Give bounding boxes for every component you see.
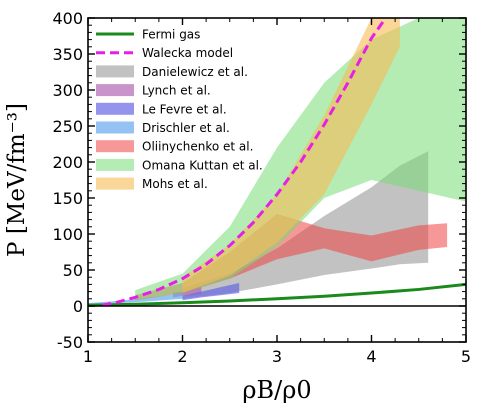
legend-label: Oliinychenko et al. bbox=[142, 140, 253, 154]
x-tick-label: 5 bbox=[461, 347, 471, 366]
x-tick-label: 3 bbox=[272, 347, 282, 366]
legend-label: Lynch et al. bbox=[142, 84, 211, 98]
legend-item-walecka-model: Walecka model bbox=[96, 46, 233, 60]
tick-layer bbox=[87, 17, 467, 343]
y-tick-label: -50 bbox=[57, 333, 83, 352]
legend-label: Omana Kuttan et al. bbox=[142, 158, 263, 172]
legend-swatch bbox=[96, 140, 134, 153]
band-drischler-et-al bbox=[88, 293, 183, 305]
band-danielewicz-et-al bbox=[182, 151, 429, 299]
legend-label: Fermi gas bbox=[142, 28, 200, 42]
legend-item-mohs-et-al: Mohs et al. bbox=[96, 177, 208, 191]
legend-item-drischler-et-al: Drischler et al. bbox=[96, 121, 230, 135]
legend-item-fermi-gas: Fermi gas bbox=[96, 28, 200, 42]
y-tick-label: 0 bbox=[73, 297, 83, 316]
y-tick-label: 200 bbox=[52, 153, 83, 172]
y-axis-label: P [MeV/fm⁻³] bbox=[4, 103, 30, 257]
legend-item-oliinychenko-et-al: Oliinychenko et al. bbox=[96, 140, 253, 154]
legend-swatch bbox=[96, 65, 134, 78]
legend-label: Drischler et al. bbox=[142, 121, 230, 135]
line-walecka-model bbox=[101, 18, 387, 307]
x-tick-label: 1 bbox=[83, 347, 93, 366]
legend-item-omana-kuttan-et-al: Omana Kuttan et al. bbox=[96, 158, 263, 172]
legend-swatch bbox=[96, 102, 134, 115]
y-tick-label: 250 bbox=[52, 117, 83, 136]
legend-swatch bbox=[96, 158, 134, 171]
x-axis-label: ρB/ρ0 bbox=[242, 376, 311, 404]
legend-label: Danielewicz et al. bbox=[142, 65, 248, 79]
legend-item-le-fevre-et-al: Le Fevre et al. bbox=[96, 102, 227, 116]
y-tick-label: 150 bbox=[52, 189, 83, 208]
legend-label: Walecka model bbox=[142, 46, 233, 60]
legend: Fermi gas Walecka model Danielewicz et al.… bbox=[96, 28, 263, 191]
y-tick-label: 350 bbox=[52, 45, 83, 64]
band-le-fevre-et-al bbox=[182, 282, 240, 301]
legend-swatch bbox=[96, 177, 134, 190]
y-tick-label: 300 bbox=[52, 81, 83, 100]
legend-label: Mohs et al. bbox=[142, 177, 208, 191]
tick-label-layer: 1 2 3 4 5 -50 0 50 100 150 200 250 300 350 400 bbox=[52, 9, 471, 366]
x-tick-label: 4 bbox=[366, 347, 376, 366]
x-tick-label: 2 bbox=[177, 347, 187, 366]
legend-label: Le Fevre et al. bbox=[142, 102, 227, 116]
y-tick-label: 100 bbox=[52, 225, 83, 244]
y-axis-label-group: P [MeV/fm⁻³] bbox=[4, 103, 30, 257]
line-layer bbox=[88, 18, 466, 307]
legend-swatch bbox=[96, 84, 134, 97]
y-tick-label: 50 bbox=[63, 261, 83, 280]
legend-item-lynch-et-al: Lynch et al. bbox=[96, 84, 211, 98]
line-fermi-gas bbox=[88, 282, 466, 307]
legend-item-danielewicz-et-al: Danielewicz et al. bbox=[96, 65, 248, 79]
legend-swatch bbox=[96, 121, 134, 134]
y-tick-label: 400 bbox=[52, 9, 83, 28]
